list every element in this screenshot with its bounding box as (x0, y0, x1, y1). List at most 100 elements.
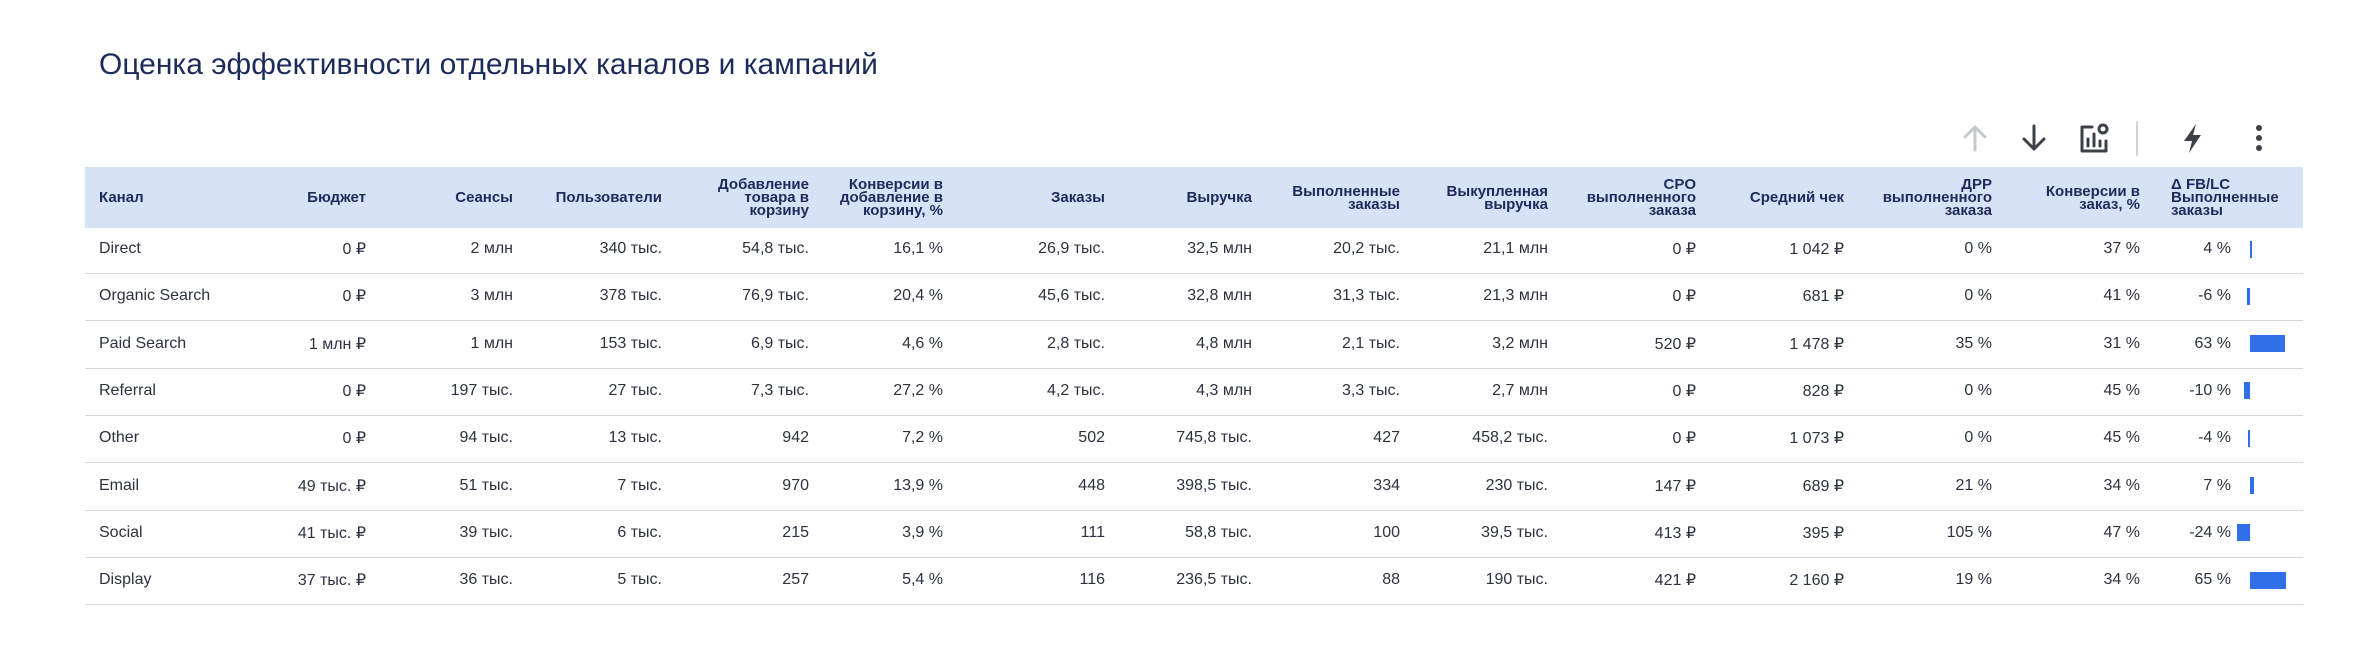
cell-value: 45 % (2103, 381, 2140, 399)
cell-value: 197 тыс. (450, 381, 513, 399)
cell-value: 3,2 млн (1492, 334, 1548, 352)
row-divider (85, 556, 2303, 558)
cell-value: 0 % (1964, 381, 1992, 399)
cell-value: 100 (1373, 523, 1400, 541)
delta-bar (2250, 335, 2286, 353)
chart-settings-icon[interactable] (2080, 123, 2109, 153)
cell-value: 7 % (2203, 476, 2231, 494)
cell-value: 105 % (1946, 523, 1992, 541)
column-header: Выручка (1186, 189, 1252, 206)
cell-value: 0 % (1964, 287, 1992, 305)
cell-value: 153 тыс. (599, 334, 662, 352)
row-divider (85, 462, 2303, 464)
cell-value: 0 ₽ (342, 382, 366, 400)
cell-value: 3,3 тыс. (1342, 381, 1400, 399)
cell-value: 4,3 млн (1196, 381, 1252, 399)
cell-value: 257 (782, 571, 809, 589)
cell-value: 448 (1078, 476, 1105, 494)
cell-value: 65 % (2194, 571, 2231, 589)
cell-value: 7,3 тыс. (751, 381, 809, 399)
channel-name: Display (99, 571, 152, 589)
cell-value: 0 ₽ (1672, 430, 1696, 448)
column-header: Выполненные заказы (1292, 182, 1400, 213)
channel-name: Referral (99, 381, 156, 399)
cell-value: -24 % (2189, 523, 2231, 541)
channel-name: Email (99, 476, 140, 494)
channel-name: Organic Search (99, 287, 211, 305)
sort-down-icon[interactable] (2022, 124, 2046, 151)
cell-value: 4,6 % (902, 334, 943, 352)
cell-value: 340 тыс. (599, 240, 662, 257)
column-header: Бюджет (307, 189, 366, 206)
flash-icon[interactable] (2184, 124, 2201, 153)
cell-value: 2 млн (470, 240, 513, 257)
cell-value: 5,4 % (902, 571, 943, 589)
cell-value: 745,8 тыс. (1176, 429, 1252, 447)
cell-value: 16,1 % (893, 240, 943, 257)
sort-up-icon[interactable] (1963, 125, 1987, 152)
cell-value: -10 % (2189, 381, 2231, 399)
cell-value: 458,2 тыс. (1472, 429, 1548, 447)
cell-value: 147 ₽ (1654, 477, 1696, 495)
cell-value: 116 (1079, 571, 1105, 589)
cell-value: 1 млн ₽ (308, 335, 366, 353)
cell-value: 398,5 тыс. (1176, 476, 1252, 494)
delta-bar (2244, 382, 2250, 400)
cell-value: 76,9 тыс. (742, 287, 809, 305)
cell-value: 39 тыс. (459, 523, 513, 541)
cell-value: 395 ₽ (1802, 524, 1844, 542)
cell-value: 0 % (1964, 240, 1992, 257)
cell-value: 6 тыс. (617, 523, 662, 541)
cell-value: 36 тыс. (459, 571, 513, 589)
cell-value: 27,2 % (893, 381, 943, 399)
cell-value: 4,8 млн (1196, 334, 1252, 352)
cell-value: 7 тыс. (617, 476, 662, 494)
cell-value: 51 тыс. (459, 476, 513, 494)
column-header: Δ FB/LC Выполненные заказы (2171, 176, 2279, 219)
cell-value: 334 (1373, 476, 1400, 494)
cell-value: 26,9 тыс. (1038, 240, 1105, 257)
column-header: CPO выполненного заказа (1586, 176, 1696, 219)
cell-value: 215 (782, 523, 809, 541)
cell-value: 41 % (2103, 287, 2140, 305)
cell-value: 19 % (1955, 571, 1992, 589)
cell-value: 0 % (1964, 429, 1992, 447)
cell-value: 2 160 ₽ (1789, 572, 1844, 590)
row-divider (85, 604, 2303, 606)
cell-value: 230 тыс. (1485, 476, 1548, 494)
cell-value: 45 % (2103, 429, 2140, 447)
cell-value: 502 (1078, 429, 1105, 447)
row-divider (85, 509, 2303, 511)
report-title: Оценка эффективности отдельных каналов и… (99, 48, 878, 81)
column-header: ДРР выполненного заказа (1882, 176, 1992, 219)
cell-value: 21,3 млн (1483, 287, 1548, 305)
cell-value: 5 тыс. (617, 571, 662, 589)
cell-value: 0 ₽ (342, 430, 366, 448)
cell-value: 58,8 тыс. (1185, 523, 1252, 541)
cell-value: 31,3 тыс. (1333, 287, 1400, 305)
row-divider (85, 414, 2303, 416)
channel-name: Social (99, 523, 143, 541)
cell-value: 520 ₽ (1654, 335, 1696, 353)
cell-value: 1 042 ₽ (1789, 241, 1844, 258)
cell-value: 32,8 млн (1187, 287, 1252, 305)
more-icon[interactable] (2256, 125, 2262, 151)
header-band (85, 167, 2303, 228)
cell-value: 689 ₽ (1802, 477, 1844, 495)
cell-value: 37 тыс. ₽ (297, 572, 366, 590)
cell-value: 2,7 млн (1492, 381, 1548, 399)
row-divider (85, 273, 2303, 274)
column-header: Конверсии в заказ, % (2045, 182, 2140, 213)
cell-value: 13,9 % (893, 476, 943, 494)
cell-value: 111 (1080, 523, 1105, 541)
column-header: Сеансы (455, 189, 513, 206)
cell-value: 942 (782, 429, 809, 447)
cell-value: 34 % (2103, 476, 2140, 494)
cell-value: 828 ₽ (1802, 382, 1844, 400)
cell-value: 6,9 тыс. (751, 334, 809, 352)
cell-value: 970 (782, 476, 809, 494)
cell-value: 54,8 тыс. (742, 240, 809, 257)
cell-value: 13 тыс. (608, 429, 662, 447)
cell-value: 0 ₽ (1672, 382, 1696, 400)
